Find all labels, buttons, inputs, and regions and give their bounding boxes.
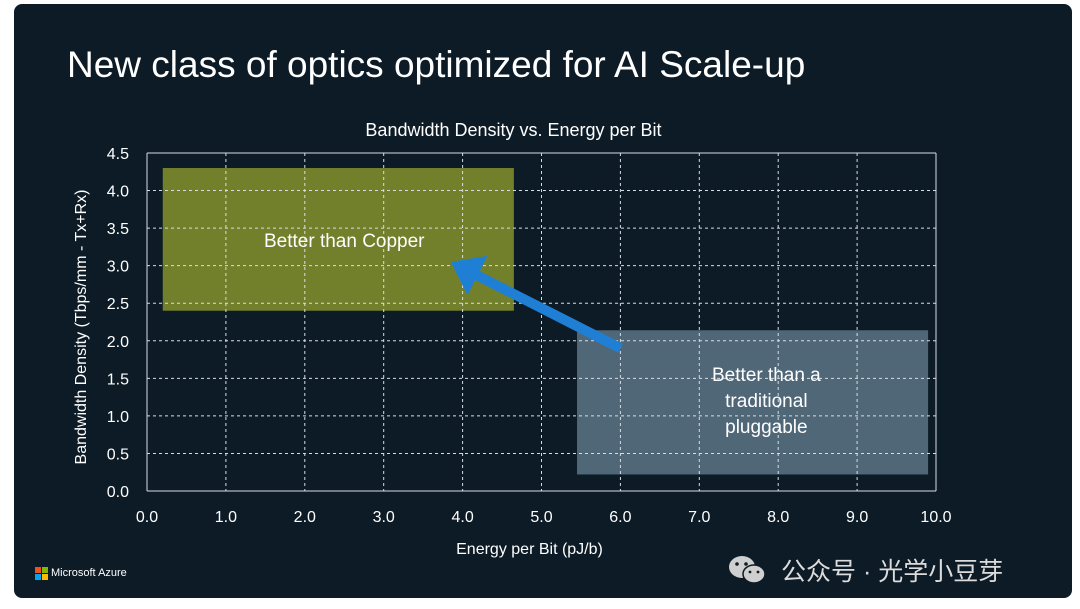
wechat-icon <box>729 556 766 584</box>
chart: Bandwidth Density vs. Energy per Bit 0.0 1… <box>73 120 952 558</box>
x-axis-label: Energy per Bit (pJ/b) <box>456 541 603 558</box>
y-tick-label: 3.5 <box>107 221 129 238</box>
direction-arrow-icon <box>450 255 623 353</box>
x-tick-label: 9.0 <box>846 509 868 526</box>
region-label-pluggable: pluggable <box>725 417 807 438</box>
y-tick-label: 4.5 <box>107 146 129 163</box>
x-tick-label: 8.0 <box>767 509 789 526</box>
y-tick-label: 1.0 <box>107 409 129 426</box>
microsoft-logo-icon <box>35 567 48 580</box>
y-tick-label: 0.0 <box>107 484 129 501</box>
x-tick-label: 7.0 <box>688 509 710 526</box>
watermark-text: 公众号 · 光学小豆芽 <box>781 558 1004 586</box>
x-tick-label: 2.0 <box>294 509 316 526</box>
microsoft-azure-brand: Microsoft Azure <box>35 567 127 580</box>
region-copper <box>162 168 514 311</box>
y-tick-label: 2.0 <box>107 334 129 351</box>
slide-title: New class of optics optimized for AI Sca… <box>67 44 806 85</box>
x-tick-label: 5.0 <box>530 509 552 526</box>
x-tick-label: 0.0 <box>136 509 158 526</box>
y-tick-label: 4.0 <box>107 184 129 201</box>
y-axis-label: Bandwidth Density (Tbps/mm - Tx+Rx) <box>73 190 90 465</box>
region-label-copper: Better than Copper <box>264 231 425 252</box>
brand-label: Microsoft Azure <box>51 567 127 579</box>
region-label-pluggable: traditional <box>725 391 807 412</box>
y-tick-label: 3.0 <box>107 259 129 276</box>
x-tick-label: 10.0 <box>920 509 951 526</box>
x-tick-label: 4.0 <box>451 509 473 526</box>
x-tick-label: 6.0 <box>609 509 631 526</box>
slide: New class of optics optimized for AI Sca… <box>14 4 1072 598</box>
chart-title: Bandwidth Density vs. Energy per Bit <box>365 120 661 140</box>
y-tick-label: 2.5 <box>107 296 129 313</box>
region-pluggable <box>577 330 929 475</box>
y-tick-label: 0.5 <box>107 446 129 463</box>
watermark: 公众号 · 光学小豆芽 <box>727 552 1003 588</box>
y-tick-label: 1.5 <box>107 371 129 388</box>
x-tick-label: 1.0 <box>215 509 237 526</box>
region-label-pluggable: Better than a <box>712 365 821 386</box>
x-tick-label: 3.0 <box>373 509 395 526</box>
